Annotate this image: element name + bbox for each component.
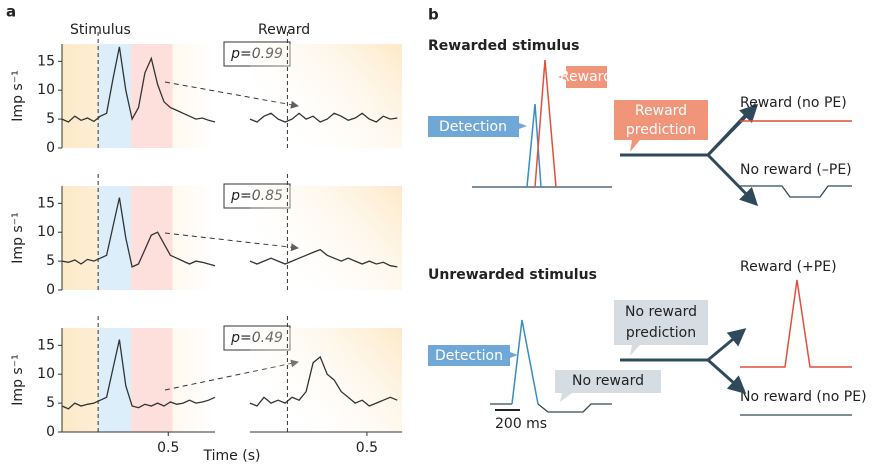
outcome-trace xyxy=(740,279,852,368)
epoch-region xyxy=(131,186,173,290)
background-shade xyxy=(250,186,402,290)
detection-spike xyxy=(511,319,539,405)
label-box xyxy=(555,370,661,402)
prediction-label: No reward xyxy=(625,304,697,320)
label-box xyxy=(428,345,518,366)
prediction-label: prediction xyxy=(626,122,696,138)
prediction-label: Reward xyxy=(635,103,687,119)
y-tick-label: 10 xyxy=(37,224,55,240)
background-shade xyxy=(250,44,402,148)
detection-spike xyxy=(526,103,542,188)
branch-arrow xyxy=(707,328,747,362)
reward-spike xyxy=(534,59,557,188)
outcome-label: No reward (no PE) xyxy=(740,389,867,405)
trace xyxy=(249,248,398,268)
link-arrow xyxy=(164,359,299,391)
label-box xyxy=(614,100,708,152)
x-tick-label: 0.5 xyxy=(157,440,179,456)
y-tick-label: 15 xyxy=(37,195,55,211)
y-axis-label: Imp s⁻¹ xyxy=(10,354,26,405)
y-tick-label: 15 xyxy=(37,53,55,69)
scale-label: 200 ms xyxy=(495,416,547,432)
y-axis-label: Imp s⁻¹ xyxy=(10,212,26,263)
y-tick-label: 5 xyxy=(46,253,55,269)
trace xyxy=(249,112,398,123)
panel-b: b Rewarded stimulus Reward Detection Rew… xyxy=(428,6,867,432)
background-shade xyxy=(250,328,402,432)
label-box xyxy=(558,66,607,88)
y-tick-label: 0 xyxy=(46,282,55,298)
y-tick-label: 0 xyxy=(46,424,55,440)
y-tick-label: 0 xyxy=(46,140,55,156)
label-box xyxy=(428,116,527,137)
detection-label: Detection xyxy=(435,348,503,364)
trace xyxy=(61,46,216,123)
column-title: Stimulus xyxy=(70,22,131,38)
no-reward-label: No reward xyxy=(572,373,644,389)
outcome-trace xyxy=(740,185,852,198)
detection-label: Detection xyxy=(439,119,507,135)
panel-label: a xyxy=(6,3,16,21)
y-tick-label: 5 xyxy=(46,395,55,411)
column-title: Reward xyxy=(258,22,310,38)
y-tick-label: 5 xyxy=(46,111,55,127)
section-title: Unrewarded stimulus xyxy=(428,267,597,283)
x-tick-label: 0.5 xyxy=(356,440,378,456)
outcome-label: Reward (no PE) xyxy=(740,95,847,111)
y-tick-label: 15 xyxy=(37,337,55,353)
y-tick-label: 10 xyxy=(37,366,55,382)
epoch-region xyxy=(98,328,132,432)
reward-label: Reward xyxy=(560,69,612,85)
branch-arrow xyxy=(707,358,747,394)
panel-label: b xyxy=(428,6,439,24)
y-tick-label: 10 xyxy=(37,82,55,98)
x-axis-label: Time (s) xyxy=(203,448,261,464)
branch-arrow xyxy=(706,103,759,157)
label-box xyxy=(614,300,708,356)
trace-baseline xyxy=(537,403,612,413)
outcome-label: No reward (–PE) xyxy=(740,162,852,178)
epoch-region xyxy=(131,328,173,432)
epoch-region xyxy=(98,44,132,148)
section-title: Rewarded stimulus xyxy=(428,38,579,54)
prediction-label: prediction xyxy=(626,325,696,341)
trace xyxy=(61,339,216,410)
y-axis-label: Imp s⁻¹ xyxy=(10,70,26,121)
trace xyxy=(249,355,398,407)
trace xyxy=(61,197,216,268)
outcome-label: Reward (+PE) xyxy=(740,259,837,275)
